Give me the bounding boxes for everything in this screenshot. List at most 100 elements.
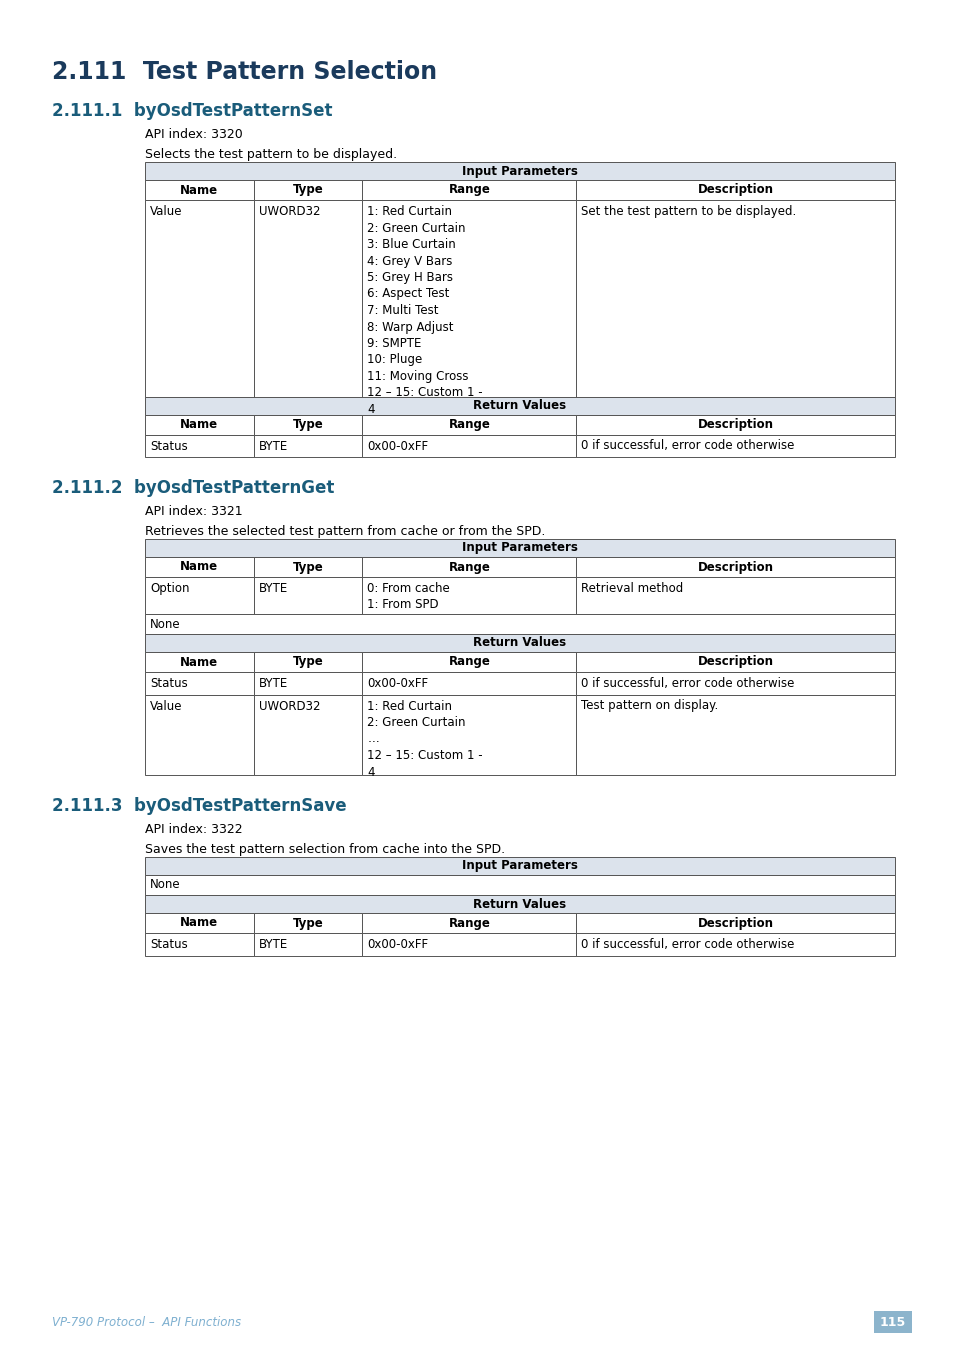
- Text: Description: Description: [697, 184, 773, 196]
- Bar: [145, 162, 894, 180]
- Bar: [253, 200, 362, 397]
- Text: UWORD32: UWORD32: [258, 700, 320, 712]
- Text: Selects the test pattern to be displayed.: Selects the test pattern to be displayed…: [145, 148, 396, 161]
- Text: Input Parameters: Input Parameters: [461, 164, 578, 177]
- Text: 2.111.2  byOsdTestPatternGet: 2.111.2 byOsdTestPatternGet: [52, 479, 334, 497]
- Text: Name: Name: [180, 184, 218, 196]
- Bar: [362, 695, 576, 774]
- Bar: [253, 180, 362, 200]
- Text: API index: 3321: API index: 3321: [145, 505, 242, 519]
- Text: Set the test pattern to be displayed.: Set the test pattern to be displayed.: [580, 204, 796, 218]
- Bar: [145, 613, 894, 634]
- Bar: [145, 933, 253, 956]
- Text: 0: From cache
1: From SPD: 0: From cache 1: From SPD: [367, 582, 450, 612]
- Bar: [576, 414, 894, 435]
- Text: Retrieval method: Retrieval method: [580, 582, 682, 594]
- Bar: [253, 672, 362, 695]
- Text: 0 if successful, error code otherwise: 0 if successful, error code otherwise: [580, 440, 794, 452]
- Text: 2.111.3  byOsdTestPatternSave: 2.111.3 byOsdTestPatternSave: [52, 798, 346, 815]
- Bar: [362, 577, 576, 613]
- Bar: [145, 577, 253, 613]
- Bar: [253, 556, 362, 577]
- Bar: [145, 634, 894, 653]
- Text: VP-790 Protocol –  API Functions: VP-790 Protocol – API Functions: [52, 1316, 241, 1328]
- Text: Input Parameters: Input Parameters: [461, 860, 578, 872]
- Bar: [362, 435, 576, 458]
- Text: Name: Name: [180, 917, 218, 929]
- Bar: [145, 200, 253, 397]
- Bar: [145, 414, 253, 435]
- Text: Test pattern on display.: Test pattern on display.: [580, 700, 718, 712]
- Text: 1: Red Curtain
2: Green Curtain
…
12 – 15: Custom 1 -
4: 1: Red Curtain 2: Green Curtain … 12 – 1…: [367, 700, 482, 779]
- Text: Saves the test pattern selection from cache into the SPD.: Saves the test pattern selection from ca…: [145, 844, 504, 856]
- Bar: [145, 180, 253, 200]
- Text: Type: Type: [293, 184, 323, 196]
- Bar: [576, 180, 894, 200]
- Bar: [145, 653, 253, 672]
- Text: Type: Type: [293, 418, 323, 431]
- Text: Description: Description: [697, 917, 773, 929]
- Text: Return Values: Return Values: [473, 898, 566, 910]
- Text: BYTE: BYTE: [258, 677, 288, 691]
- Text: BYTE: BYTE: [258, 938, 288, 951]
- Text: Type: Type: [293, 561, 323, 574]
- Bar: [576, 933, 894, 956]
- Bar: [576, 577, 894, 613]
- Bar: [145, 895, 894, 913]
- Text: Range: Range: [448, 418, 490, 431]
- Text: Type: Type: [293, 655, 323, 669]
- Bar: [576, 200, 894, 397]
- Text: Description: Description: [697, 655, 773, 669]
- Bar: [253, 933, 362, 956]
- Text: Return Values: Return Values: [473, 399, 566, 412]
- Text: 0x00-0xFF: 0x00-0xFF: [367, 677, 428, 691]
- Text: Description: Description: [697, 418, 773, 431]
- Bar: [576, 672, 894, 695]
- Bar: [253, 414, 362, 435]
- Bar: [576, 556, 894, 577]
- Bar: [576, 435, 894, 458]
- Bar: [576, 695, 894, 774]
- Bar: [362, 672, 576, 695]
- Text: Status: Status: [150, 440, 188, 452]
- Bar: [145, 857, 894, 875]
- Text: Status: Status: [150, 677, 188, 691]
- Text: API index: 3322: API index: 3322: [145, 823, 242, 835]
- Text: Status: Status: [150, 938, 188, 951]
- Bar: [362, 180, 576, 200]
- Text: 0x00-0xFF: 0x00-0xFF: [367, 440, 428, 452]
- Text: 115: 115: [879, 1316, 905, 1328]
- Text: Name: Name: [180, 418, 218, 431]
- Text: 2.111.1  byOsdTestPatternSet: 2.111.1 byOsdTestPatternSet: [52, 102, 333, 121]
- Bar: [362, 913, 576, 933]
- Text: Return Values: Return Values: [473, 636, 566, 650]
- Text: Option: Option: [150, 582, 190, 594]
- Bar: [253, 653, 362, 672]
- Text: 1: Red Curtain
2: Green Curtain
3: Blue Curtain
4: Grey V Bars
5: Grey H Bars
6:: 1: Red Curtain 2: Green Curtain 3: Blue …: [367, 204, 482, 416]
- Bar: [253, 435, 362, 458]
- Bar: [362, 933, 576, 956]
- Bar: [145, 539, 894, 556]
- Text: None: None: [150, 879, 180, 891]
- Bar: [145, 672, 253, 695]
- Text: Type: Type: [293, 917, 323, 929]
- Bar: [253, 695, 362, 774]
- Text: BYTE: BYTE: [258, 582, 288, 594]
- Bar: [873, 1311, 911, 1332]
- Text: UWORD32: UWORD32: [258, 204, 320, 218]
- Text: 2.111  Test Pattern Selection: 2.111 Test Pattern Selection: [52, 60, 436, 84]
- Text: Value: Value: [150, 204, 182, 218]
- Text: API index: 3320: API index: 3320: [145, 129, 242, 141]
- Bar: [362, 414, 576, 435]
- Text: 0 if successful, error code otherwise: 0 if successful, error code otherwise: [580, 938, 794, 951]
- Text: None: None: [150, 617, 180, 631]
- Text: Input Parameters: Input Parameters: [461, 542, 578, 555]
- Bar: [253, 913, 362, 933]
- Bar: [362, 556, 576, 577]
- Bar: [145, 913, 253, 933]
- Text: Value: Value: [150, 700, 182, 712]
- Bar: [145, 875, 894, 895]
- Text: 0 if successful, error code otherwise: 0 if successful, error code otherwise: [580, 677, 794, 691]
- Bar: [145, 397, 894, 414]
- Text: BYTE: BYTE: [258, 440, 288, 452]
